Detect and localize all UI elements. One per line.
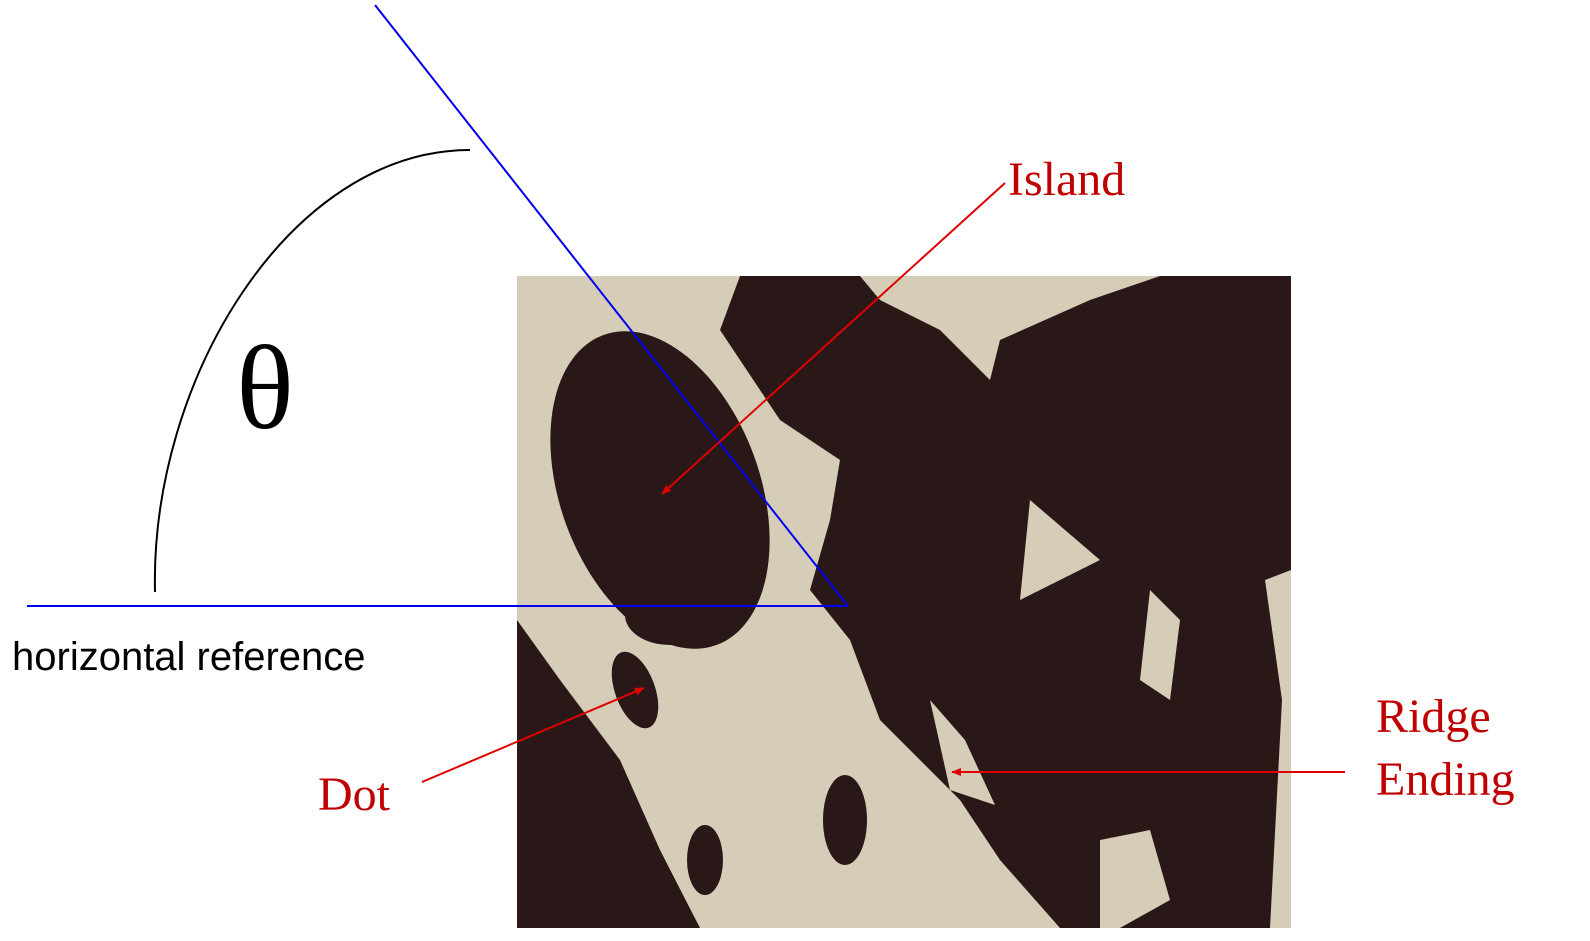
island-tail xyxy=(625,585,715,645)
island-label: Island xyxy=(1008,153,1125,206)
page: θ horizontal reference Island Dot Ridge … xyxy=(0,0,1590,941)
ridge-ending-label: Ridge xyxy=(1376,690,1491,743)
ridge-ending-label: Ending xyxy=(1376,753,1515,806)
diagram: θ horizontal reference Island Dot Ridge … xyxy=(0,0,1590,941)
horizontal-reference-label: horizontal reference xyxy=(12,635,366,679)
dark-spot xyxy=(823,775,867,865)
angle-symbol: θ xyxy=(236,321,293,454)
dark-spot xyxy=(687,825,723,895)
angle-arc xyxy=(155,150,470,592)
fingerprint-image xyxy=(510,276,1291,928)
dot-label: Dot xyxy=(318,768,391,821)
